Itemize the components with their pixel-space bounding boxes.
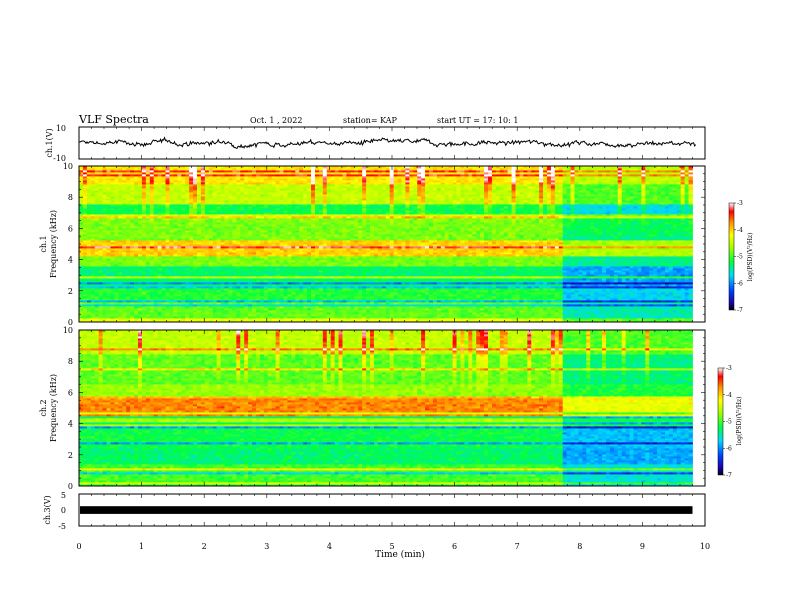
- ch1-ytick-top: 10: [56, 124, 66, 133]
- ch1-spectrogram-heatmap: [79, 166, 693, 322]
- start-time-label: start UT = 17: 10: 1: [437, 116, 518, 125]
- figure-title: VLF Spectra: [78, 113, 149, 126]
- ch1-waveform-panel: 10 -10 ch.1(V): [45, 124, 705, 163]
- ch1-ylabel: ch.1(V): [45, 128, 54, 157]
- station-label: station= KAP: [343, 116, 398, 125]
- date-label: Oct. 1 , 2022: [250, 116, 302, 125]
